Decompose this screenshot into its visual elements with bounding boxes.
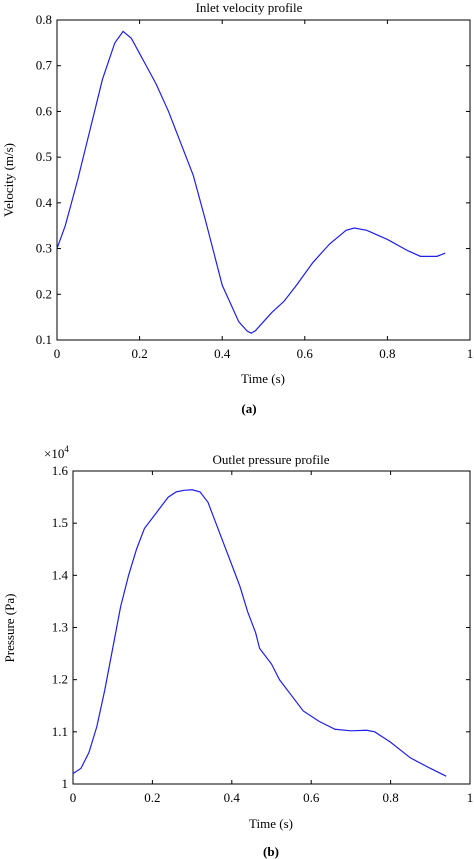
chart-title-a: Inlet velocity profile bbox=[196, 0, 303, 15]
y-tick-label-a: 0.3 bbox=[36, 241, 52, 256]
y-tick-label-b: 1.5 bbox=[52, 515, 68, 530]
plot-frame-a bbox=[56, 19, 471, 341]
x-tick-label-b: 1 bbox=[467, 790, 474, 805]
x-ticks-a: 0 0.2 0.4 0.6 0.8 1 bbox=[54, 20, 474, 361]
pressure-line bbox=[72, 489, 447, 777]
y-tick-label-a: 0.7 bbox=[36, 58, 53, 73]
chart-title-b: Outlet pressure profile bbox=[213, 452, 330, 467]
y-multiplier-exponent: 4 bbox=[64, 444, 69, 454]
y-tick-label-b: 1.4 bbox=[52, 567, 69, 582]
chart-panel-b: Outlet pressure profile ×104 0 0.2 0.4 0.6 0… bbox=[2, 444, 473, 859]
y-multiplier-b: ×104 bbox=[44, 444, 69, 461]
y-ticks-a: 0.1 0.2 0.3 0.4 0.5 0.6 0.7 0.8 bbox=[36, 12, 470, 347]
y-tick-label-b: 1.6 bbox=[52, 463, 69, 478]
y-tick-label-a: 0.4 bbox=[36, 195, 53, 210]
x-tick-label-a: 0.4 bbox=[214, 346, 231, 361]
panel-label-a: (a) bbox=[241, 401, 256, 416]
x-axis-label-b: Time (s) bbox=[249, 816, 293, 831]
x-tick-label-b: 0.4 bbox=[224, 790, 241, 805]
x-tick-label-a: 0.6 bbox=[297, 346, 314, 361]
panel-label-b: (b) bbox=[263, 844, 279, 859]
y-tick-label-a: 0.6 bbox=[36, 103, 53, 118]
x-tick-label-a: 0.2 bbox=[131, 346, 147, 361]
y-axis-label-b: Pressure (Pa) bbox=[2, 594, 17, 663]
plot-frame-b bbox=[72, 470, 471, 785]
x-tick-label-b: 0.8 bbox=[382, 790, 398, 805]
y-tick-label-b: 1.3 bbox=[52, 620, 68, 635]
x-tick-label-b: 0 bbox=[70, 790, 77, 805]
x-tick-label-b: 0.6 bbox=[303, 790, 320, 805]
x-ticks-b: 0 0.2 0.4 0.6 0.8 1 bbox=[70, 471, 474, 805]
y-tick-label-b: 1 bbox=[62, 776, 69, 791]
velocity-line bbox=[56, 30, 446, 334]
y-tick-label-b: 1.1 bbox=[52, 724, 68, 739]
y-tick-label-a: 0.5 bbox=[36, 149, 52, 164]
y-tick-label-a: 0.8 bbox=[36, 12, 52, 27]
y-tick-label-a: 0.2 bbox=[36, 286, 52, 301]
x-tick-label-b: 0.2 bbox=[144, 790, 160, 805]
chart-panel-a: Inlet velocity profile 0 0.2 0.4 0.6 0.8 1 0.… bbox=[1, 0, 473, 416]
y-multiplier-base: ×10 bbox=[44, 446, 64, 461]
x-axis-label-a: Time (s) bbox=[241, 371, 285, 386]
x-tick-label-a: 1 bbox=[467, 346, 474, 361]
y-ticks-b: 1 1.1 1.2 1.3 1.4 1.5 1.6 bbox=[52, 463, 470, 791]
x-tick-label-a: 0 bbox=[54, 346, 61, 361]
y-axis-label-a: Velocity (m/s) bbox=[1, 143, 16, 217]
y-tick-label-b: 1.2 bbox=[52, 672, 68, 687]
y-tick-label-a: 0.1 bbox=[36, 332, 52, 347]
x-tick-label-a: 0.8 bbox=[379, 346, 395, 361]
